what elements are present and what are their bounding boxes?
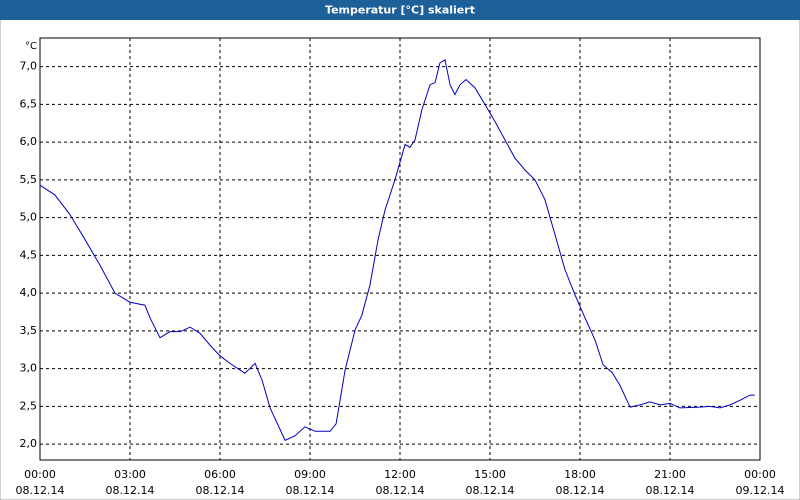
x-tick-label: 15:00 [474, 468, 506, 481]
y-tick-label: 7,0 [20, 60, 38, 73]
title-bar [0, 0, 800, 20]
x-tick-date: 09.12.14 [736, 484, 785, 497]
x-tick-label: 00:00 [744, 468, 776, 481]
x-tick-label: 03:00 [114, 468, 146, 481]
chart-title: Temperatur [°C] skaliert [325, 4, 475, 17]
x-tick-label: 12:00 [384, 468, 416, 481]
temperature-line [39, 59, 755, 442]
x-tick-label: 00:00 [24, 468, 56, 481]
x-tick-date: 08.12.14 [556, 484, 605, 497]
x-tick-date: 08.12.14 [16, 484, 65, 497]
y-tick-label: 4,0 [20, 286, 38, 299]
y-tick-label: 6,0 [20, 135, 38, 148]
y-tick-label: 4,5 [20, 248, 38, 261]
y-tick-label: 2,5 [20, 399, 38, 412]
x-tick-label: 09:00 [294, 468, 326, 481]
y-tick-label: 3,0 [20, 362, 38, 375]
x-tick-label: 21:00 [654, 468, 686, 481]
y-tick-label: 3,5 [20, 324, 38, 337]
y-tick-label: 5,5 [20, 173, 38, 186]
x-tick-label: 06:00 [204, 468, 236, 481]
x-tick-date: 08.12.14 [286, 484, 335, 497]
x-tick-date: 08.12.14 [376, 484, 425, 497]
x-tick-date: 08.12.14 [106, 484, 155, 497]
y-unit: °C [25, 41, 37, 52]
y-tick-label: 2,0 [20, 437, 38, 450]
y-tick-label: 5,0 [20, 211, 38, 224]
x-tick-label: 18:00 [564, 468, 596, 481]
x-tick-date: 08.12.14 [466, 484, 515, 497]
y-tick-label: 6,5 [20, 97, 38, 110]
x-tick-date: 08.12.14 [646, 484, 695, 497]
x-tick-date: 08.12.14 [196, 484, 245, 497]
